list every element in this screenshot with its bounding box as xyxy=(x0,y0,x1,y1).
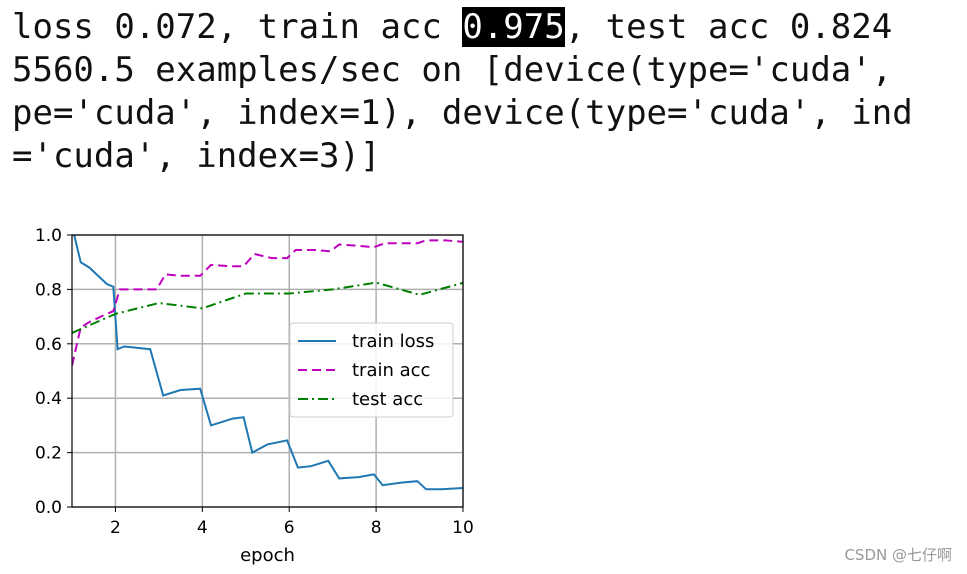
output-text: 5560.5 examples/sec on [device(type='cud… xyxy=(12,50,893,90)
output-line: pe='cuda', index=1), device(type='cuda',… xyxy=(12,92,967,135)
y-tick-label: 0.8 xyxy=(35,280,62,300)
legend-label: train loss xyxy=(352,331,434,352)
output-text: ='cuda', index=3)] xyxy=(12,136,381,176)
output-line: loss 0.072, train acc 0.975, test acc 0.… xyxy=(12,6,967,49)
watermark: CSDN @七仔啊 xyxy=(844,546,952,564)
y-tick-label: 0.2 xyxy=(35,444,62,464)
output-text: , test acc 0.824 xyxy=(564,7,893,47)
output-text: pe='cuda', index=1), device(type='cuda',… xyxy=(12,93,913,133)
output-line: 5560.5 examples/sec on [device(type='cud… xyxy=(12,49,967,92)
line-series xyxy=(73,235,463,491)
highlighted-text: 0.975 xyxy=(462,7,565,47)
x-axis-label: epoch xyxy=(240,545,295,566)
line-series xyxy=(72,239,463,366)
legend-label: train acc xyxy=(352,360,430,381)
legend-box xyxy=(289,322,454,418)
cell-output: loss 0.072, train acc 0.975, test acc 0.… xyxy=(12,6,967,178)
x-tick-label: 4 xyxy=(197,518,208,538)
x-tick-label: 2 xyxy=(110,518,121,538)
axes-frame xyxy=(71,234,464,508)
line-series xyxy=(72,281,463,334)
output-text: loss 0.072, train acc xyxy=(12,7,463,47)
x-tick-label: 8 xyxy=(371,518,382,538)
x-tick-label: 6 xyxy=(284,518,295,538)
y-tick-label: 0.4 xyxy=(35,389,62,409)
x-tick-label: 10 xyxy=(452,518,474,538)
y-tick-label: 0.6 xyxy=(35,335,62,355)
legend-label: test acc xyxy=(352,389,423,410)
y-tick-label: 0.0 xyxy=(35,498,62,518)
output-line: ='cuda', index=3)] xyxy=(12,135,967,178)
y-tick-label: 1.0 xyxy=(35,226,62,246)
